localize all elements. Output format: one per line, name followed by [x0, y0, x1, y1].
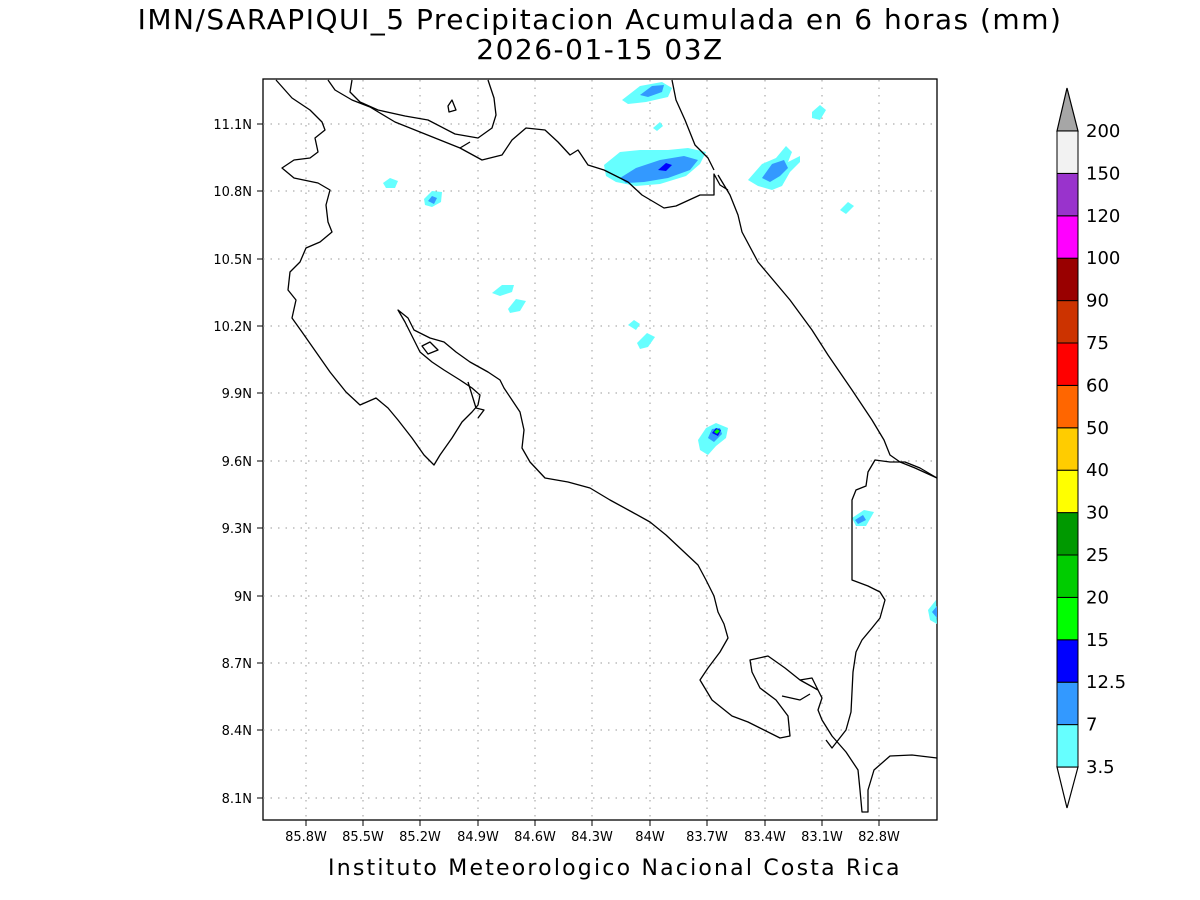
colorbar-over-triangle: [1056, 87, 1079, 132]
x-tick-label: 85.5W: [342, 830, 384, 845]
colorbar-level-label: 12.5: [1086, 672, 1126, 693]
tick-marks: [257, 123, 880, 826]
y-tick-label: 8.4N: [222, 724, 252, 739]
colorbar-swatch: [1056, 342, 1079, 386]
y-tick-label: 10.8N: [213, 185, 252, 200]
x-tick-label: 84.3W: [571, 830, 613, 845]
y-tick-label: 9N: [234, 590, 252, 605]
y-tick-label: 8.1N: [222, 792, 252, 807]
y-tick-label: 10.2N: [213, 320, 252, 335]
y-tick-label: 9.3N: [222, 522, 252, 537]
colorbar-level-label: 7: [1086, 715, 1097, 736]
colorbar-swatch: [1056, 300, 1079, 344]
colorbar-swatch: [1056, 554, 1079, 598]
colorbar-swatch: [1056, 639, 1079, 683]
colorbar-swatch: [1056, 596, 1079, 641]
colorbar-swatch: [1056, 257, 1079, 302]
colorbar: 3.5 7 12.5 15 20 25 30 40 50 60 75 90 100 120 150 200: [1056, 87, 1126, 809]
y-tick-label: 8.7N: [222, 657, 252, 672]
colorbar-swatch: [1056, 215, 1079, 259]
colorbar-level-label: 150: [1086, 163, 1120, 184]
colorbar-swatch: [1056, 681, 1079, 726]
x-tick-label: 85.2W: [399, 830, 441, 845]
y-tick-label: 10.5N: [213, 253, 252, 268]
x-tick-label: 82.8W: [858, 830, 900, 845]
colorbar-under-triangle: [1056, 766, 1079, 809]
x-tick-label: 83.4W: [744, 830, 786, 845]
precipitation-areas: [383, 82, 937, 624]
colorbar-level-label: 90: [1086, 291, 1109, 312]
colorbar-level-label: 75: [1086, 333, 1109, 354]
colorbar-swatch: [1056, 427, 1079, 471]
institution-footer: Instituto Meteorologico Nacional Costa R…: [328, 856, 902, 881]
x-tick-label: 83.7W: [686, 830, 728, 845]
y-tick-label: 11.1N: [213, 118, 252, 133]
colorbar-level-label: 120: [1086, 206, 1120, 227]
colorbar-swatch: [1056, 172, 1079, 217]
colorbar-level-label: 40: [1086, 460, 1109, 481]
x-tick-label: 84.9W: [457, 830, 499, 845]
colorbar-level-label: 50: [1086, 418, 1109, 439]
colorbar-level-label: 60: [1086, 375, 1109, 396]
map-frame: [262, 78, 938, 821]
colorbar-swatch: [1056, 384, 1079, 429]
colorbar-swatch: [1056, 469, 1079, 514]
colorbar-level-label: 3.5: [1086, 757, 1115, 778]
x-tick-label: 84.6W: [514, 830, 556, 845]
colorbar-level-label: 100: [1086, 248, 1120, 269]
colorbar-level-label: 30: [1086, 503, 1109, 524]
map-datetime: 2026-01-15 03Z: [476, 33, 724, 66]
colorbar-level-label: 200: [1086, 121, 1120, 142]
colorbar-level-label: 20: [1086, 587, 1109, 608]
x-tick-label: 85.8W: [285, 830, 327, 845]
coastlines: [275, 79, 938, 813]
y-tick-label: 9.6N: [222, 455, 252, 470]
colorbar-level-label: 25: [1086, 545, 1109, 566]
x-tick-label: 84W: [635, 830, 665, 845]
y-tick-label: 9.9N: [222, 387, 252, 402]
colorbar-level-label: 15: [1086, 630, 1109, 651]
map-title: IMN/SARAPIQUI_5 Precipitacion Acumulada …: [137, 3, 1063, 36]
colorbar-swatch: [1056, 130, 1079, 174]
colorbar-swatch: [1056, 512, 1079, 556]
colorbar-swatch: [1056, 724, 1079, 768]
x-tick-label: 83.1W: [801, 830, 843, 845]
